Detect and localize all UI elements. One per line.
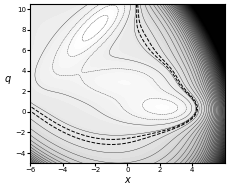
Y-axis label: q: q [4, 74, 10, 84]
X-axis label: x: x [125, 175, 130, 185]
